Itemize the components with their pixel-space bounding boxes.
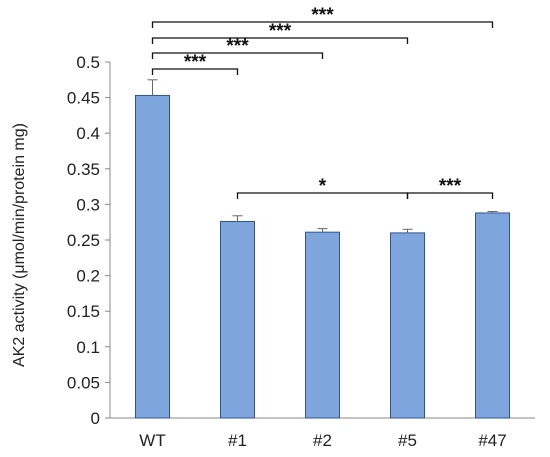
x-tick-label: #47 (478, 431, 506, 450)
significance-label: *** (439, 176, 462, 197)
x-tick-label: #2 (313, 431, 332, 450)
y-tick-label: 0.4 (76, 124, 100, 143)
x-tick-label: #1 (228, 431, 247, 450)
significance-bracket (151, 52, 324, 59)
bars (135, 94, 510, 419)
y-tick-label: 0.45 (67, 89, 100, 108)
significance-label: *** (311, 5, 334, 26)
y-tick-label: 0.5 (76, 53, 100, 72)
y-axis-label: AK2 activity (μmol/min/protein mg) (11, 123, 28, 367)
y-tick-label: 0.25 (67, 231, 100, 250)
significance-label: *** (226, 36, 249, 57)
x-tick-label: WT (139, 431, 165, 450)
significance-label: * (319, 176, 327, 197)
y-tick-label: 0.05 (67, 373, 100, 392)
y-tick-label: 0 (91, 409, 100, 428)
x-ticks: WT #1 #2 #5 #47 (139, 431, 506, 450)
y-tick-label: 0.35 (67, 160, 100, 179)
significance-bracket (151, 37, 409, 44)
bar (305, 231, 340, 419)
y-tick-label: 0.2 (76, 267, 100, 286)
y-ticks: 0 0.05 0.1 0.15 0.2 0.25 0.3 0.35 0.4 0.45 0.5 (67, 53, 110, 428)
significance-bracket (151, 21, 494, 28)
y-tick-label: 0.15 (67, 302, 100, 321)
error-bars (147, 79, 498, 233)
y-tick-label: 0.1 (76, 338, 100, 357)
bar (220, 220, 255, 419)
bar (390, 232, 425, 419)
bar (475, 212, 510, 419)
significance-bracket (406, 192, 494, 199)
significance-brackets: ************* *** (151, 5, 494, 199)
y-tick-label: 0.3 (76, 195, 100, 214)
bar (135, 94, 170, 419)
significance-bracket (151, 68, 239, 75)
significance-label: *** (269, 21, 292, 42)
significance-label: *** (184, 52, 207, 73)
x-tick-label: #5 (398, 431, 417, 450)
